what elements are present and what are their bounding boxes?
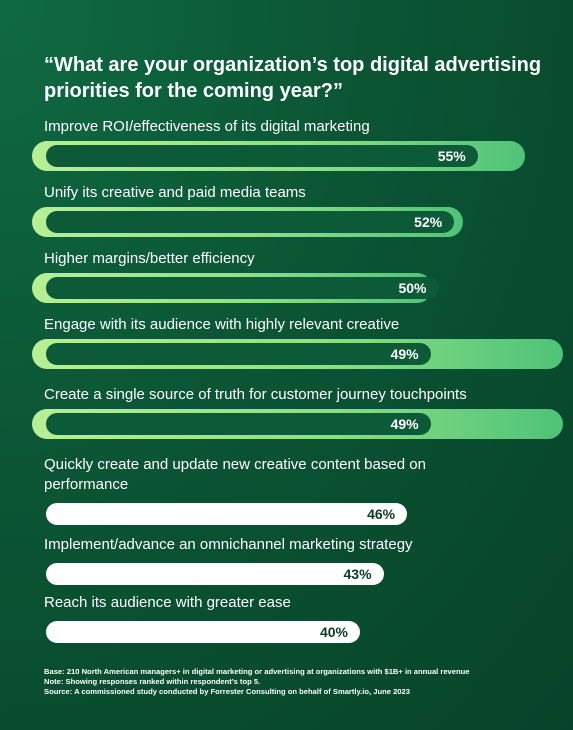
bar-value-label: 46% [367,506,396,522]
footnote-base: Base: 210 North American managers+ in di… [44,667,470,676]
bar: 49% [46,343,431,365]
bar-value-label: 55% [437,148,466,164]
bar: 50% [46,277,439,299]
bar: 40% [46,621,360,643]
bar: 49% [46,413,431,435]
footnote-note: Note: Showing responses ranked within re… [44,677,261,686]
category-label: Quickly create and update new creative c… [44,456,426,493]
category-label: Reach its audience with greater ease [44,594,291,611]
category-label: Improve ROI/effectiveness of its digital… [44,118,370,135]
footnote-source: Source: A commissioned study conducted b… [44,687,410,696]
category-label: Unify its creative and paid media teams [44,184,306,201]
bar: 43% [46,563,384,585]
category-label: Implement/advance an omnichannel marketi… [44,536,413,553]
bar-value-label: 43% [343,566,372,582]
footnotes: Base: 210 North American managers+ in di… [44,667,514,697]
category-label: Create a single source of truth for cust… [44,386,467,403]
bar-value-label: 40% [319,624,348,640]
bar-value-label: 50% [398,280,427,296]
bar: 55% [46,145,478,167]
bar: 46% [46,503,408,525]
bar-value-label: 49% [390,346,419,362]
bar-value-label: 52% [414,214,443,230]
bar-value-label: 49% [390,416,419,432]
bar: 52% [46,211,455,233]
chart-title: “What are your organization’s top digita… [44,54,542,102]
category-label: Higher margins/better efficiency [44,250,255,267]
category-label: Engage with its audience with highly rel… [44,316,400,333]
